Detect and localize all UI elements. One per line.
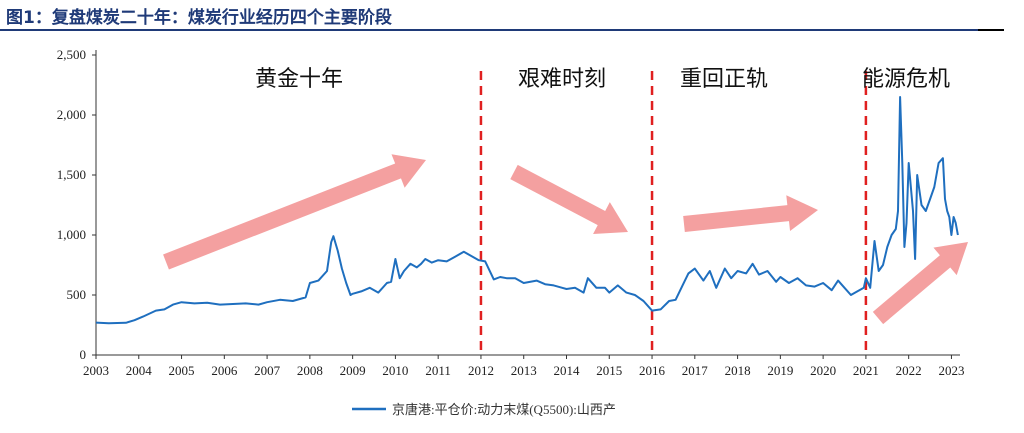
series-layer [95,96,959,325]
phase-label: 艰难时刻 [518,67,606,92]
title-underline-end [978,29,1004,31]
y-tick-label: 500 [67,287,87,302]
x-tick-label: 2011 [425,363,451,378]
y-tick-label: 0 [80,347,87,362]
x-tick-label: 2020 [810,363,836,378]
x-tick-label: 2015 [596,363,622,378]
x-tick-label: 2004 [126,363,153,378]
x-tick-label: 2021 [853,363,879,378]
x-tick-label: 2013 [511,363,537,378]
x-tick-label: 2010 [382,363,408,378]
trend-arrow-up-golden-decade [163,154,427,270]
phase-label: 能源危机 [862,67,950,92]
x-tick-label: 2014 [553,363,580,378]
x-tick-label: 2022 [896,363,922,378]
x-tick-label: 2018 [725,363,751,378]
x-tick-label: 2003 [83,363,109,378]
trend-arrow-up-energy-crisis [872,242,968,325]
y-tick-label: 1,500 [57,167,86,182]
x-tick-label: 2016 [639,363,666,378]
x-tick-label: 2009 [340,363,366,378]
title-underline [0,29,1004,31]
y-tick-label: 1,000 [57,227,86,242]
x-tick-label: 2007 [254,363,281,378]
x-tick-label: 2012 [468,363,494,378]
tick-labels: 0 500 1,000 1,500 2,000 2,500 2003 2004 2005 2006… [57,47,965,378]
x-tick-label: 2017 [682,363,709,378]
phase-dividers [479,71,868,355]
x-tick-label: 2008 [297,363,323,378]
x-tick-label: 2023 [938,363,964,378]
y-tick-label: 2,500 [57,47,86,62]
figure-title: 图1：复盘煤炭二十年：煤炭行业经历四个主要阶段 [6,8,392,28]
chart-axes [92,50,960,359]
phase-labels: 黄金十年 艰难时刻 重回正轨 能源危机 [255,67,950,92]
legend: 京唐港:平仓价:动力末煤(Q5500):山西产 [352,402,616,417]
x-tick-label: 2006 [211,363,238,378]
phase-label: 重回正轨 [680,67,768,92]
x-tick-label: 2005 [169,363,195,378]
phase-label: 黄金十年 [255,67,343,92]
legend-label: 京唐港:平仓价:动力末煤(Q5500):山西产 [392,402,616,417]
trend-arrows [163,154,968,325]
x-tick-label: 2019 [767,363,793,378]
y-tick-label: 2,000 [57,107,86,122]
series-line [95,96,959,325]
trend-arrow-down-hard-times [510,164,628,234]
trend-arrow-flat-back-on-track [683,195,818,232]
